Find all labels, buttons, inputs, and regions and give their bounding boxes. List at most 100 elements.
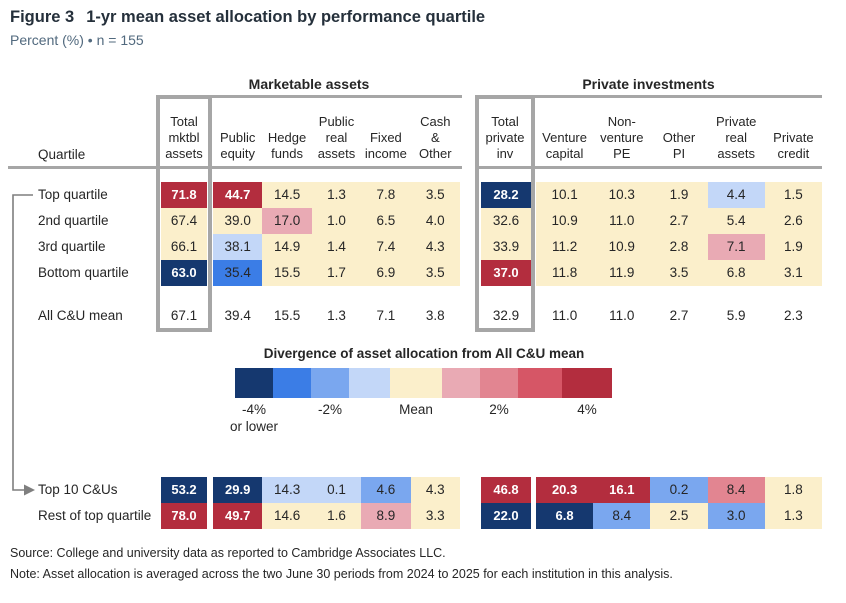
legend-swatch: [442, 368, 480, 398]
table-cell: 10.9: [593, 234, 651, 260]
table-cell: 7.8: [361, 182, 411, 208]
table-cell: 1.4: [311, 234, 362, 260]
table-cell: 3.5: [410, 260, 460, 286]
column-header: Fixed income: [364, 130, 407, 161]
table-cell: 37.0: [481, 260, 531, 286]
column-header: Total mktbl assets: [165, 114, 203, 161]
table-cell: 14.6: [262, 503, 312, 529]
table-cell: 10.1: [536, 182, 594, 208]
table-cell: 2.3: [784, 308, 803, 323]
legend-swatch: [349, 368, 390, 398]
figure-label: Figure 3: [10, 8, 75, 26]
table-cell: 39.4: [224, 308, 251, 323]
table-cell: 6.8: [707, 260, 765, 286]
legend-label: 4%: [577, 402, 597, 417]
table-cell: 8.4: [707, 477, 765, 503]
row-label: Top 10 C&Us: [38, 482, 118, 497]
header-underline-right: [475, 166, 822, 169]
table-cell: 11.0: [593, 208, 651, 234]
table-cell: 1.3: [311, 182, 362, 208]
table-row: Top 10 C&Us 53.2 29.9 14.3 0.1 4.6 4.3 46.8 20.3…: [0, 477, 846, 503]
table-cell: 1.9: [650, 182, 708, 208]
table-cell: 66.1: [161, 234, 207, 260]
header-underline-left: [8, 166, 462, 169]
figure-title: Figure 3 1-yr mean asset allocation by pe…: [10, 8, 485, 27]
legend-label: 2%: [489, 402, 509, 417]
legend-swatch: [390, 368, 442, 398]
table-cell: 10.9: [536, 208, 594, 234]
column-header: Venture capital: [542, 130, 587, 161]
table-cell: 1.5: [764, 182, 822, 208]
table-cell: 1.6: [311, 503, 362, 529]
table-cell: 2.5: [650, 503, 708, 529]
legend-label: -4%: [241, 402, 267, 417]
table-cell: 49.7: [213, 503, 263, 529]
table-cell: 14.5: [262, 182, 312, 208]
row-label: Top quartile: [38, 187, 108, 202]
table-cell: 38.1: [213, 234, 263, 260]
column-header: Private credit: [773, 130, 814, 161]
table-row: Rest of top quartile 78.0 49.7 14.6 1.6 8.9 3.…: [0, 503, 846, 529]
table-cell: 1.0: [311, 208, 362, 234]
table-cell: 16.1: [593, 477, 651, 503]
legend-swatch: [311, 368, 349, 398]
column-header: Other PI: [662, 130, 696, 161]
group-underline-private: [475, 95, 822, 98]
table-cell: 3.0: [707, 503, 765, 529]
table-cell: 11.9: [593, 260, 651, 286]
table-cell: 32.9: [492, 308, 520, 323]
table-cell: 4.0: [410, 208, 460, 234]
figure-subtitle: Percent (%) • n = 155: [10, 32, 144, 48]
method-note: Note: Asset allocation is averaged acros…: [10, 567, 673, 581]
table-cell: 8.9: [361, 503, 411, 529]
table-row: All C&U mean 67.1 39.4 15.5 1.3 7.1 3.8 32.9 11.…: [0, 303, 846, 329]
table-cell: 1.9: [764, 234, 822, 260]
row-label: All C&U mean: [38, 308, 123, 323]
figure-title-text: 1-yr mean asset allocation by performanc…: [86, 8, 486, 26]
table-cell: 67.1: [170, 308, 198, 323]
table-cell: 15.5: [262, 260, 312, 286]
table-cell: 53.2: [161, 477, 207, 503]
table-cell: 1.3: [327, 308, 346, 323]
table-cell: 8.4: [593, 503, 651, 529]
table-cell: 2.7: [669, 308, 689, 323]
column-header: Private real assets: [715, 114, 757, 161]
table-cell: 39.0: [213, 208, 263, 234]
source-note: Source: College and university data as r…: [10, 546, 446, 560]
legend-title: Divergence of asset allocation from All …: [263, 346, 585, 361]
table-cell: 2.8: [650, 234, 708, 260]
table-row: 2nd quartile 67.4 39.0 17.0 1.0 6.5 4.0 32.6 10.…: [0, 208, 846, 234]
column-header: Hedge funds: [267, 130, 307, 161]
table-cell: 11.8: [536, 260, 594, 286]
table-cell: 4.4: [707, 182, 765, 208]
table-cell: 3.8: [425, 308, 445, 323]
table-cell: 28.2: [481, 182, 531, 208]
legend-swatch: [518, 368, 562, 398]
table-cell: 0.2: [650, 477, 708, 503]
table-cell: 3.1: [764, 260, 822, 286]
table-cell: 29.9: [213, 477, 263, 503]
group-header-marketable: Marketable assets: [248, 76, 370, 92]
table-cell: 3.5: [650, 260, 708, 286]
table-cell: 11.2: [536, 234, 594, 260]
table-cell: 1.8: [764, 477, 822, 503]
table-cell: 71.8: [161, 182, 207, 208]
table-cell: 22.0: [481, 503, 531, 529]
table-cell: 32.6: [481, 208, 531, 234]
column-header: Total private inv: [485, 114, 525, 161]
table-cell: 15.5: [273, 308, 301, 323]
table-cell: 14.3: [262, 477, 312, 503]
legend-label: -2%: [317, 402, 343, 417]
table-cell: 63.0: [161, 260, 207, 286]
row-label: 3rd quartile: [38, 239, 106, 254]
legend-swatch: [273, 368, 311, 398]
legend-swatch: [562, 368, 612, 398]
row-label: 2nd quartile: [38, 213, 109, 228]
column-header: Public equity: [219, 130, 256, 161]
table-cell: 6.5: [361, 208, 411, 234]
row-label: Bottom quartile: [38, 265, 129, 280]
group-header-private: Private investments: [582, 76, 715, 92]
table-cell: 35.4: [213, 260, 263, 286]
column-header: Non- venture PE: [600, 114, 644, 161]
table-cell: 33.9: [481, 234, 531, 260]
